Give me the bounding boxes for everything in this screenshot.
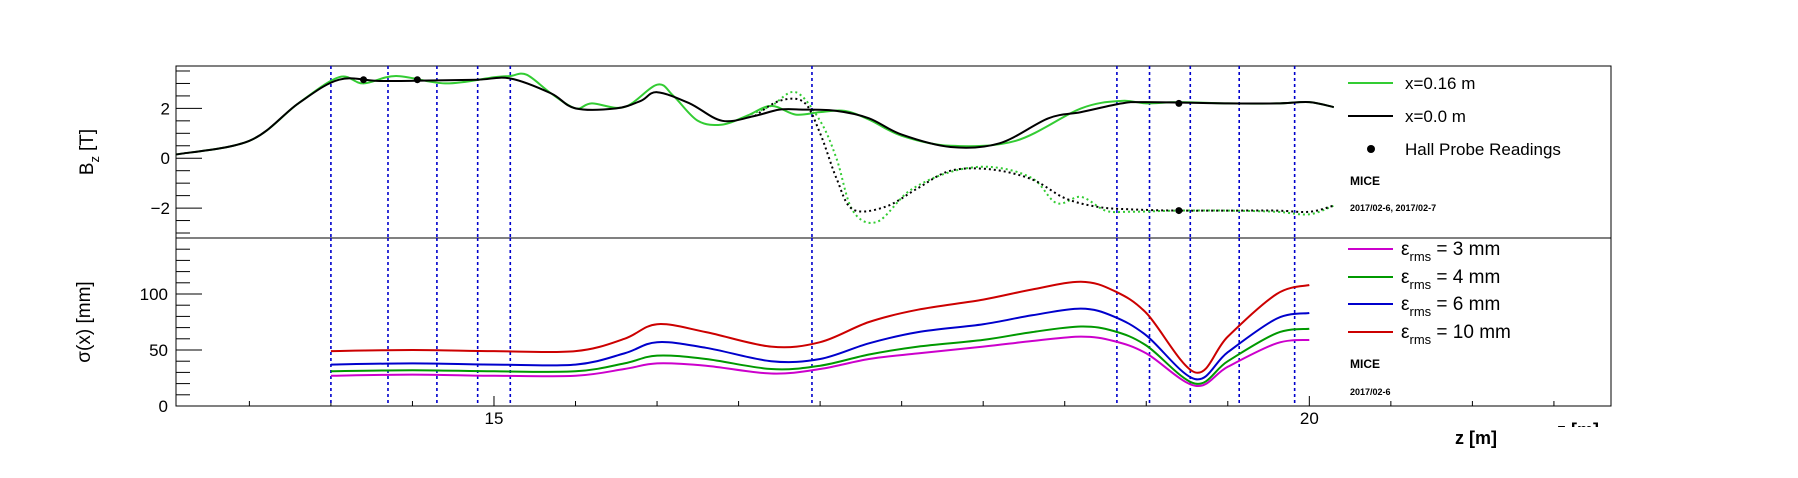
top-y-tick-label: 0 (161, 149, 170, 168)
bottom-x-label-clipped: z [m] (1557, 420, 1599, 440)
legend-label-x016: x=0.16 m (1405, 74, 1475, 93)
legend-label-x00: x=0.0 m (1405, 107, 1466, 126)
top-series-line-2 (175, 76, 1335, 156)
legend-value: = 6 mm (1431, 294, 1500, 315)
legend-epsilon: ε (1401, 267, 1410, 288)
bottom-panel-frame (175, 237, 1612, 407)
top-series-group (175, 72, 1335, 224)
legend-epsilon: ε (1401, 294, 1410, 315)
bottom-y-label: σ(x) [mm] (74, 281, 95, 362)
legend-value: = 10 mm (1431, 322, 1511, 343)
top-y-tick-label: −2 (151, 199, 170, 218)
bottom-series-line-0 (330, 335, 1310, 387)
top-legend: x=0.16 m x=0.0 m Hall Probe Readings (1348, 74, 1561, 159)
legend-subscript: rms (1409, 277, 1431, 292)
legend-epsilon: ε (1401, 322, 1410, 343)
top-annotation-title: MICE (1350, 174, 1380, 188)
top-y-ticks: −2 0 2 (151, 70, 202, 234)
legend-label-hall: Hall Probe Readings (1405, 140, 1561, 159)
bottom-x-label: z [m] (1455, 428, 1497, 448)
bottom-legend-label-1: εrms = 4 mm (1401, 267, 1500, 292)
hall-probe-point (413, 76, 421, 84)
bottom-annotation-title: MICE (1350, 357, 1380, 371)
top-vertical-markers (330, 66, 1296, 238)
bottom-legend-label-2: εrms = 6 mm (1401, 294, 1500, 319)
top-panel: −2 0 2 Bz[T] x=0.16 m x=0.0 m Hall Probe R… (77, 65, 1612, 239)
bottom-annotation-subtitle: 2017/02-6 (1350, 387, 1391, 397)
legend-subscript: rms (1409, 249, 1431, 264)
hall-probe-point (1175, 207, 1183, 215)
bottom-x-ticks: 15 20 (248, 396, 1555, 428)
bottom-y-tick-label: 0 (159, 397, 168, 416)
bottom-y-tick-label: 100 (140, 285, 168, 304)
legend-value: = 3 mm (1431, 239, 1500, 260)
bottom-x-tick-label: 15 (485, 409, 504, 428)
top-series-line-0 (175, 72, 1335, 156)
legend-value: = 4 mm (1431, 267, 1500, 288)
top-y-tick-label: 2 (161, 99, 170, 118)
bottom-series-group (330, 280, 1310, 387)
top-annotation-subtitle: 2017/02-6, 2017/02-7 (1350, 203, 1436, 213)
bottom-x-label-clipped-wrap: z [m] (1557, 420, 1599, 440)
hall-probe-points (360, 76, 1183, 215)
legend-marker-hall (1367, 145, 1375, 153)
bottom-legend-label-3: εrms = 10 mm (1401, 322, 1511, 347)
bottom-x-tick-label: 20 (1300, 409, 1319, 428)
bottom-series-line-1 (330, 325, 1310, 385)
top-series-line-1 (746, 90, 1335, 224)
legend-epsilon: ε (1401, 239, 1410, 260)
top-series-line-3 (754, 97, 1335, 214)
bottom-y-ticks: 0 50 100 (140, 237, 202, 416)
hall-probe-point (1175, 99, 1183, 107)
bottom-series-line-3 (330, 280, 1310, 374)
top-y-label: Bz[T] (77, 129, 102, 175)
hall-probe-point (360, 76, 368, 84)
legend-subscript: rms (1409, 332, 1431, 347)
bottom-vertical-markers (330, 238, 1296, 406)
bottom-y-tick-label: 50 (149, 341, 168, 360)
bottom-series-line-2 (330, 307, 1310, 381)
legend-subscript: rms (1409, 304, 1431, 319)
bottom-legend-label-0: εrms = 3 mm (1401, 239, 1500, 264)
